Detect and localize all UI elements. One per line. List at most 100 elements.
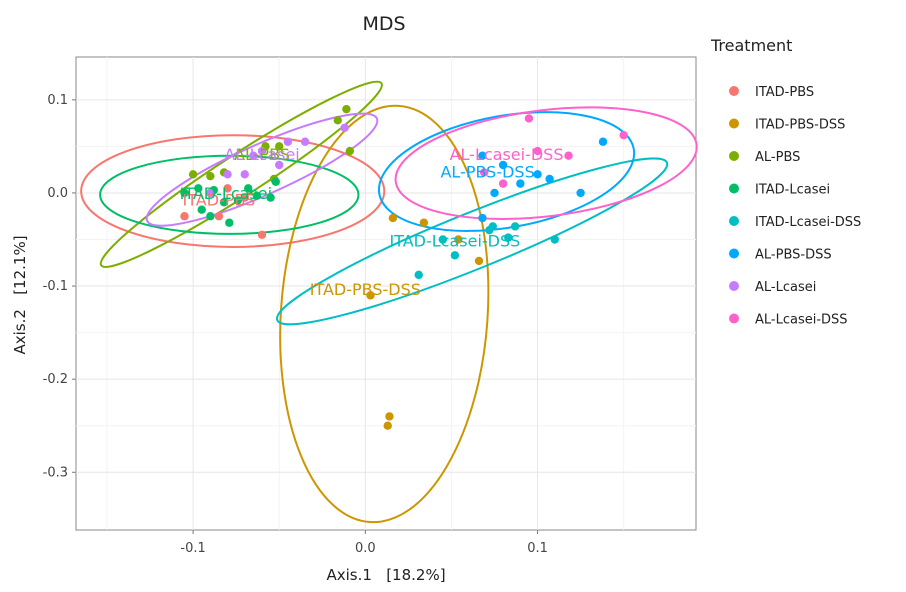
group-label-al-pbs: AL-PBS bbox=[234, 145, 290, 164]
legend: Treatment ITAD-PBSITAD-PBS-DSSAL-PBSITAD… bbox=[710, 36, 861, 328]
point-itad-lcasei-dss bbox=[550, 235, 559, 244]
point-itad-lcasei bbox=[252, 191, 262, 200]
ellipse-itad-pbs-dss bbox=[279, 104, 490, 524]
point-itad-pbs-dss bbox=[366, 291, 375, 300]
group-label-itad-lcasei-dss: ITAD-Lcasei-DSS bbox=[389, 231, 520, 250]
point-al-lcasei bbox=[240, 170, 249, 179]
point-itad-lcasei bbox=[271, 177, 280, 186]
x-axis-title: Axis.1 [18.2%] bbox=[326, 566, 445, 584]
group-label-al-lcasei: AL-Lcasei bbox=[224, 145, 300, 164]
point-itad-lcasei bbox=[206, 212, 215, 221]
y-axis-ticks: 0.1 0.0 -0.1 -0.2 -0.3 bbox=[43, 93, 76, 480]
point-al-lcasei bbox=[223, 170, 232, 179]
point-itad-pbs bbox=[180, 212, 189, 221]
chart-title: MDS bbox=[362, 13, 405, 35]
point-al-pbs-dss bbox=[498, 160, 508, 170]
group-label-al-lcasei-dss: AL-Lcasei-DSS bbox=[450, 145, 564, 164]
point-itad-pbs bbox=[223, 184, 232, 193]
legend-label-al-pbs-dss: AL-PBS-DSS bbox=[755, 248, 832, 263]
legend-swatch-al-pbs bbox=[729, 151, 739, 161]
x-tick-label: -0.1 bbox=[180, 541, 205, 556]
plot-panel bbox=[75, 56, 697, 531]
point-al-lcasei bbox=[275, 160, 284, 170]
point-itad-pbs-dss bbox=[474, 256, 484, 266]
point-itad-lcasei-dss bbox=[510, 222, 520, 231]
ellipse-al-lcasei-dss bbox=[394, 106, 698, 220]
point-itad-lcasei bbox=[266, 193, 275, 202]
x-tick-label: 0.0 bbox=[355, 541, 376, 556]
point-al-pbs-dss bbox=[598, 137, 608, 146]
point-al-pbs-dss bbox=[490, 188, 499, 198]
data-points bbox=[180, 104, 628, 430]
point-al-pbs bbox=[275, 142, 284, 151]
legend-title: Treatment bbox=[710, 36, 792, 55]
point-itad-lcasei-dss bbox=[504, 233, 513, 242]
ellipse-al-lcasei bbox=[145, 112, 379, 227]
point-al-pbs bbox=[188, 170, 198, 179]
group-label-itad-lcasei: ITAD-Lcasei bbox=[180, 184, 272, 203]
legend-label-al-lcasei-dss: AL-Lcasei-DSS bbox=[755, 313, 848, 328]
point-itad-lcasei bbox=[225, 218, 234, 227]
point-itad-pbs-dss bbox=[385, 412, 394, 421]
group-label-al-pbs-dss: AL-PBS-DSS bbox=[440, 163, 534, 182]
legend-label-al-lcasei: AL-Lcasei bbox=[755, 280, 816, 295]
y-tick-label: -0.1 bbox=[43, 279, 68, 294]
point-al-pbs-dss bbox=[576, 188, 585, 198]
legend-swatch-al-pbs-dss bbox=[729, 248, 739, 259]
point-itad-lcasei bbox=[219, 198, 229, 207]
point-al-lcasei-dss bbox=[564, 151, 573, 160]
point-al-pbs bbox=[342, 104, 351, 114]
y-tick-label: 0.0 bbox=[47, 186, 68, 201]
point-al-lcasei bbox=[249, 151, 258, 160]
legend-swatch-al-lcasei bbox=[729, 281, 739, 291]
point-al-pbs bbox=[333, 116, 342, 125]
confidence-ellipses bbox=[80, 80, 698, 524]
legend-label-al-pbs: AL-PBS bbox=[755, 150, 800, 165]
point-itad-lcasei-dss bbox=[488, 222, 497, 231]
point-itad-lcasei-dss bbox=[414, 270, 423, 280]
point-al-pbs-dss bbox=[533, 170, 542, 179]
legend-label-itad-pbs-dss: ITAD-PBS-DSS bbox=[755, 118, 845, 133]
y-tick-label: -0.3 bbox=[43, 465, 68, 480]
point-al-pbs bbox=[345, 146, 355, 156]
point-itad-lcasei bbox=[197, 205, 206, 214]
point-itad-lcasei bbox=[194, 184, 203, 193]
point-al-pbs-dss bbox=[516, 179, 525, 188]
point-al-lcasei-dss bbox=[498, 179, 508, 188]
y-tick-label: -0.2 bbox=[43, 372, 68, 387]
ellipse-itad-lcasei bbox=[99, 154, 360, 235]
ellipse-itad-pbs bbox=[80, 134, 386, 248]
point-itad-pbs-dss bbox=[383, 421, 392, 430]
point-itad-pbs-dss bbox=[419, 218, 429, 227]
group-labels: ITAD-PBS ITAD-PBS-DSS AL-PBS ITAD-Lcasei ITA… bbox=[180, 145, 564, 299]
legend-swatch-itad-lcasei bbox=[729, 183, 739, 194]
point-itad-lcasei bbox=[233, 196, 243, 205]
point-al-lcasei-dss bbox=[533, 146, 542, 156]
legend-label-itad-pbs: ITAD-PBS bbox=[755, 85, 814, 100]
legend-swatch-al-lcasei-dss bbox=[729, 313, 739, 324]
legend-swatch-itad-pbs bbox=[729, 86, 739, 96]
x-axis-ticks: -0.1 0.0 0.1 bbox=[180, 530, 548, 556]
point-al-pbs-dss bbox=[478, 213, 487, 223]
y-tick-label: 0.1 bbox=[47, 93, 68, 108]
group-label-itad-pbs-dss: ITAD-PBS-DSS bbox=[310, 280, 421, 299]
point-itad-pbs bbox=[257, 230, 267, 240]
legend-swatch-itad-lcasei-dss bbox=[729, 216, 739, 226]
point-al-lcasei-dss bbox=[524, 114, 534, 123]
point-al-pbs-dss bbox=[545, 174, 554, 184]
legend-label-itad-lcasei-dss: ITAD-Lcasei-DSS bbox=[755, 215, 861, 230]
point-al-lcasei bbox=[340, 123, 349, 132]
point-al-lcasei-dss bbox=[479, 168, 489, 177]
point-itad-pbs-dss bbox=[388, 213, 398, 223]
point-itad-lcasei bbox=[244, 184, 253, 193]
legend-label-itad-lcasei: ITAD-Lcasei bbox=[755, 183, 830, 198]
point-al-pbs bbox=[206, 171, 215, 181]
point-itad-pbs bbox=[214, 212, 224, 221]
point-itad-pbs-dss bbox=[454, 235, 463, 244]
legend-swatch-itad-pbs-dss bbox=[729, 118, 739, 129]
y-axis-title: Axis.2 [12.1%] bbox=[11, 235, 29, 354]
legend-items: ITAD-PBS ITAD-PBS-DSS AL-PBS ITAD-Lcasei ITA… bbox=[729, 85, 861, 328]
point-al-lcasei bbox=[206, 188, 215, 198]
point-al-lcasei bbox=[300, 137, 310, 146]
